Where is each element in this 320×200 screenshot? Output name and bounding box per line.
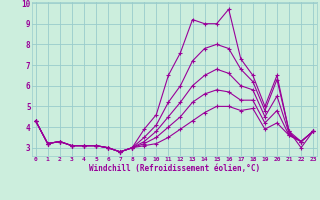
X-axis label: Windchill (Refroidissement éolien,°C): Windchill (Refroidissement éolien,°C) (89, 164, 260, 173)
